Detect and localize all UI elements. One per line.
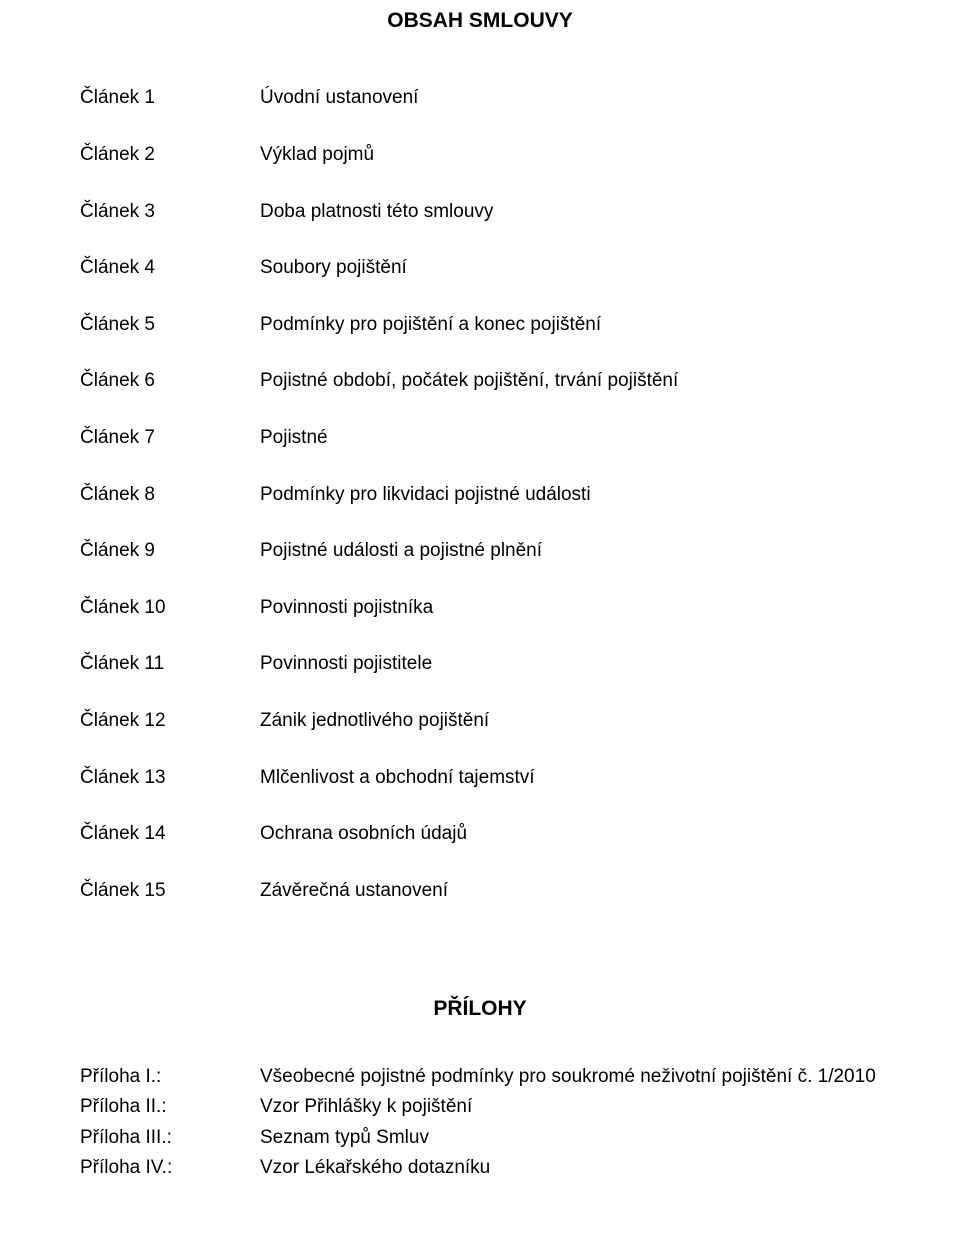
toc-item-label: Článek 10 [80,595,250,622]
page-title: OBSAH SMLOUVY [80,0,880,35]
toc-item-text: Povinnosti pojistitele [260,651,880,678]
appendix-item-label: Příloha I.: [80,1064,250,1091]
toc-item-text: Pojistné události a pojistné plnění [260,538,880,565]
toc-item-text: Soubory pojištění [260,255,880,282]
toc-item-label: Článek 11 [80,651,250,678]
appendix-item-label: Příloha III.: [80,1125,250,1152]
toc-item-label: Článek 5 [80,312,250,339]
toc-item-text: Úvodní ustanovení [260,85,880,112]
toc-item-text: Pojistné [260,425,880,452]
toc-item-text: Podmínky pro pojištění a konec pojištění [260,312,880,339]
toc-item-text: Doba platnosti této smlouvy [260,199,880,226]
appendix-item-text: Seznam typů Smluv [260,1125,880,1152]
toc-item-text: Pojistné období, počátek pojištění, trvá… [260,368,880,395]
toc-item-label: Článek 6 [80,368,250,395]
toc-item-label: Článek 15 [80,878,250,905]
toc-item-text: Povinnosti pojistníka [260,595,880,622]
appendix-item-label: Příloha II.: [80,1094,250,1121]
toc-item-text: Závěrečná ustanovení [260,878,880,905]
appendix-item-text: Vzor Přihlášky k pojištění [260,1094,880,1121]
toc-item-label: Článek 1 [80,85,250,112]
toc-item-label: Článek 3 [80,199,250,226]
appendix-item-text: Všeobecné pojistné podmínky pro soukromé… [260,1064,880,1091]
appendix-item-label: Příloha IV.: [80,1155,250,1182]
toc-item-label: Článek 4 [80,255,250,282]
appendix-item-text: Vzor Lékařského dotazníku [260,1155,880,1182]
table-of-contents: Článek 1 Úvodní ustanovení Článek 2 Výkl… [80,85,880,904]
toc-item-label: Článek 12 [80,708,250,735]
toc-item-text: Výklad pojmů [260,142,880,169]
toc-item-text: Ochrana osobních údajů [260,821,880,848]
toc-item-text: Podmínky pro likvidaci pojistné události [260,482,880,509]
toc-item-label: Článek 9 [80,538,250,565]
toc-item-text: Zánik jednotlivého pojištění [260,708,880,735]
appendix-list: Příloha I.: Všeobecné pojistné podmínky … [80,1064,880,1182]
toc-item-label: Článek 2 [80,142,250,169]
toc-item-label: Článek 8 [80,482,250,509]
toc-item-text: Mlčenlivost a obchodní tajemství [260,765,880,792]
appendix-title: PŘÍLOHY [80,994,880,1023]
toc-item-label: Článek 13 [80,765,250,792]
toc-item-label: Článek 14 [80,821,250,848]
toc-item-label: Článek 7 [80,425,250,452]
document-page: OBSAH SMLOUVY Článek 1 Úvodní ustanovení… [0,0,960,1242]
